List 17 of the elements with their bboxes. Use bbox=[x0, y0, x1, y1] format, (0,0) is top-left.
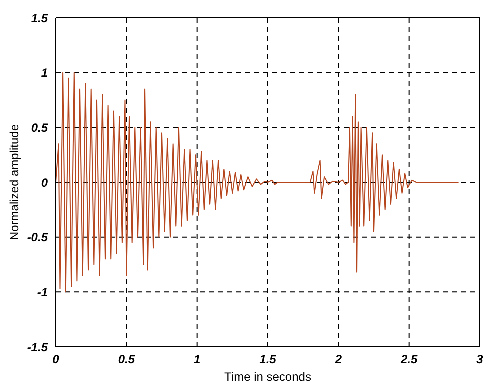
x-tick-label: 2.5 bbox=[400, 352, 418, 367]
x-tick-label: 0 bbox=[52, 352, 60, 367]
x-tick-label: 2 bbox=[334, 352, 342, 367]
y-tick-label: -1.5 bbox=[27, 340, 48, 354]
x-tick-label: 0.5 bbox=[118, 352, 136, 367]
y-tick-label: 0 bbox=[41, 176, 48, 190]
y-axis-title: Normalized amplitude bbox=[7, 124, 22, 241]
x-axis-title: Time in seconds bbox=[224, 370, 312, 384]
y-tick-label: 0.5 bbox=[31, 120, 48, 135]
y-tick-label: -1 bbox=[37, 285, 48, 300]
x-tick-label: 1.5 bbox=[260, 352, 277, 367]
x-tick-label: 1 bbox=[194, 352, 201, 367]
line-series bbox=[56, 72, 460, 293]
x-tick-label: 3 bbox=[476, 352, 484, 367]
y-tick-label: 1 bbox=[41, 66, 48, 80]
y-tick-label: 1.5 bbox=[31, 11, 48, 26]
y-tick-label: -0.5 bbox=[27, 230, 48, 245]
